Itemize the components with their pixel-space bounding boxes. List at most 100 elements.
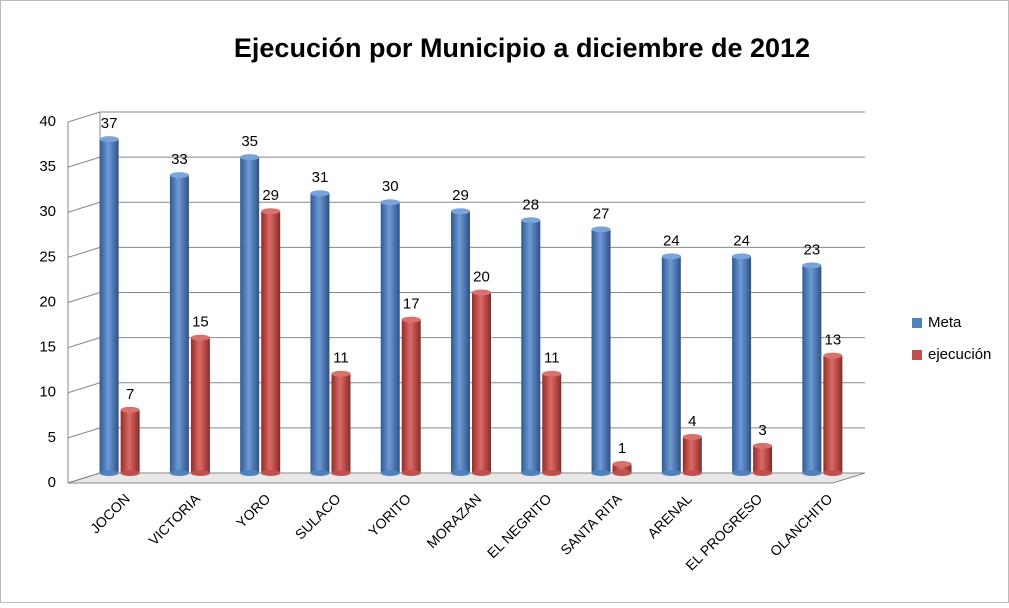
data-label: 29 [262,187,279,204]
bar [169,175,189,474]
bar [802,265,822,473]
legend-label: Meta [928,314,962,331]
bar-base [401,470,421,476]
bar [472,292,491,473]
bar-top [542,370,562,377]
grid-line-side [67,292,101,303]
bar [612,463,632,473]
bar-top [261,208,281,215]
legend-swatch [912,318,922,328]
bar-base [190,470,210,476]
bar-top [240,154,260,161]
bar [261,211,281,473]
bar [661,256,681,473]
grid-line-side [67,427,101,439]
y-tick-label: 5 [48,429,56,446]
bar-top [521,217,541,224]
data-label: 31 [312,169,329,186]
chart-title: Ejecución por Municipio a diciembre de 2… [234,33,810,63]
y-tick-label: 30 [39,203,56,220]
grid-line-side [67,156,101,168]
bar [380,202,400,473]
data-label: 23 [804,241,821,258]
y-tick-label: 10 [39,384,56,401]
bar-top [661,253,681,260]
bar [521,220,541,473]
bar-top [169,172,189,179]
bar-top [802,262,822,269]
y-tick-label: 25 [39,248,56,265]
grid-line-side [67,201,101,213]
data-label: 7 [126,386,134,403]
bar [542,373,562,473]
bar [120,409,140,473]
bar-base [591,470,611,476]
bar-top [823,352,843,359]
grid-line-side [67,246,101,258]
bar-top [310,190,330,197]
data-label: 3 [758,422,766,439]
y-tick-label: 15 [39,339,56,356]
grid-line-side [67,337,101,349]
bar-top [99,136,119,143]
bar-top [380,199,400,206]
bar-base [451,470,470,476]
bar-base [472,470,491,476]
bar [401,319,421,473]
bar-base [99,470,119,476]
legend-label: ejecución [928,346,991,363]
data-label: 4 [688,413,696,430]
bar-top [451,208,470,215]
bar-base [542,470,562,476]
data-label: 29 [452,187,469,204]
bar [451,211,470,473]
data-label: 1 [618,440,626,457]
bar-base [240,470,260,476]
bar-base [682,470,702,476]
grid-line-side [67,382,101,394]
data-label: 24 [733,232,750,249]
data-label: 24 [663,232,680,249]
bar [732,256,752,473]
bar-top [732,253,752,260]
bar-top [753,442,773,449]
bar [331,373,351,473]
bar-top [190,334,210,341]
data-label: 13 [825,332,842,349]
data-label: 27 [593,205,610,222]
bar [682,436,702,473]
bar-base [521,470,541,476]
bar-base [612,470,632,476]
bar-base [823,470,843,476]
bar-base [310,470,330,476]
data-label: 20 [473,268,490,285]
grid-line-side [67,472,101,484]
grid-line-side [67,111,101,123]
y-tick-label: 40 [39,113,56,130]
bar-base [661,470,681,476]
data-label: 37 [101,115,118,132]
data-label: 33 [171,151,188,168]
bar-top [682,433,702,440]
bar-top [612,460,632,467]
bar [310,193,330,473]
bar-top [120,406,140,413]
bar [753,445,773,473]
data-label: 11 [544,350,560,367]
bar-top [401,316,421,323]
bar-top [472,289,491,296]
bar-base [261,470,281,476]
y-tick-label: 0 [48,474,56,491]
data-label: 30 [382,178,399,195]
bar-base [331,470,351,476]
bar [823,355,843,473]
data-label: 35 [241,133,258,150]
bar-base [802,470,822,476]
bar-base [732,470,752,476]
bar [190,337,210,473]
bar [240,157,260,473]
bar-base [380,470,400,476]
y-tick-label: 35 [39,158,56,175]
y-tick-label: 20 [39,293,56,310]
